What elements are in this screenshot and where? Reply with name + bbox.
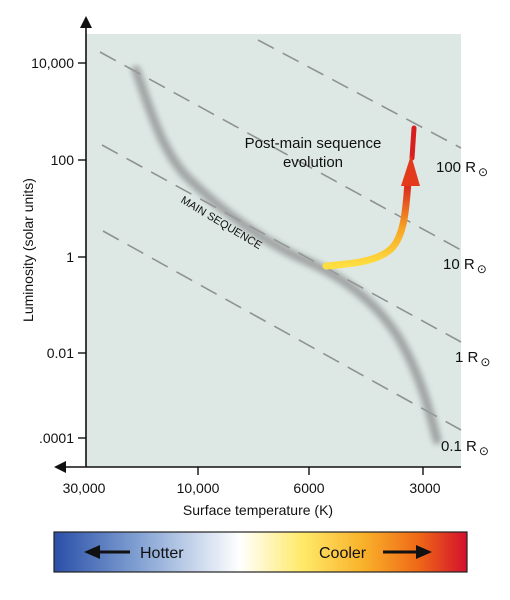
x-tick-label: 6000: [293, 480, 324, 496]
x-axis-arrow-icon: [54, 461, 66, 473]
radius-line-0-1: [102, 230, 462, 431]
x-tick-label: 3000: [409, 480, 440, 496]
cooler-label: Cooler: [319, 545, 367, 562]
x-tick-label: 30,000: [63, 480, 106, 496]
y-tick-label: 1: [66, 249, 74, 265]
y-tick-label: 10,000: [31, 55, 74, 71]
radius-label-100: 100 R ⊙: [436, 159, 488, 179]
y-axis-label: Luminosity (solar units): [20, 178, 36, 322]
y-axis-arrow-icon: [80, 16, 92, 28]
x-ticks: [197, 467, 424, 475]
post-main-track: [322, 178, 412, 270]
post-main-label-line1: Post-main sequence: [245, 135, 382, 152]
y-tick-label: 100: [51, 152, 75, 168]
y-tick-label: 0.01: [47, 345, 74, 361]
y-tick-label: .0001: [39, 430, 74, 446]
track-arrow-head: [401, 155, 420, 186]
cooler-arrow-icon: [416, 545, 432, 559]
radius-line-10: [99, 51, 462, 251]
radius-label-1: 1 R ⊙: [455, 349, 490, 369]
y-ticks: [78, 62, 86, 439]
post-main-track-tip: [409, 125, 417, 161]
radius-label-0-1: 0.1 R ⊙: [441, 438, 489, 458]
main-sequence-band: [131, 65, 442, 445]
post-main-label-line2: evolution: [283, 154, 343, 171]
radius-line-100: [257, 39, 462, 149]
radius-label-10: 10 R ⊙: [443, 256, 487, 276]
x-tick-label: 10,000: [177, 480, 220, 496]
hotter-arrow-icon: [84, 545, 100, 559]
hotter-label: Hotter: [140, 545, 184, 562]
axes: [62, 27, 461, 468]
x-axis-label: Surface temperature (K): [183, 502, 333, 518]
